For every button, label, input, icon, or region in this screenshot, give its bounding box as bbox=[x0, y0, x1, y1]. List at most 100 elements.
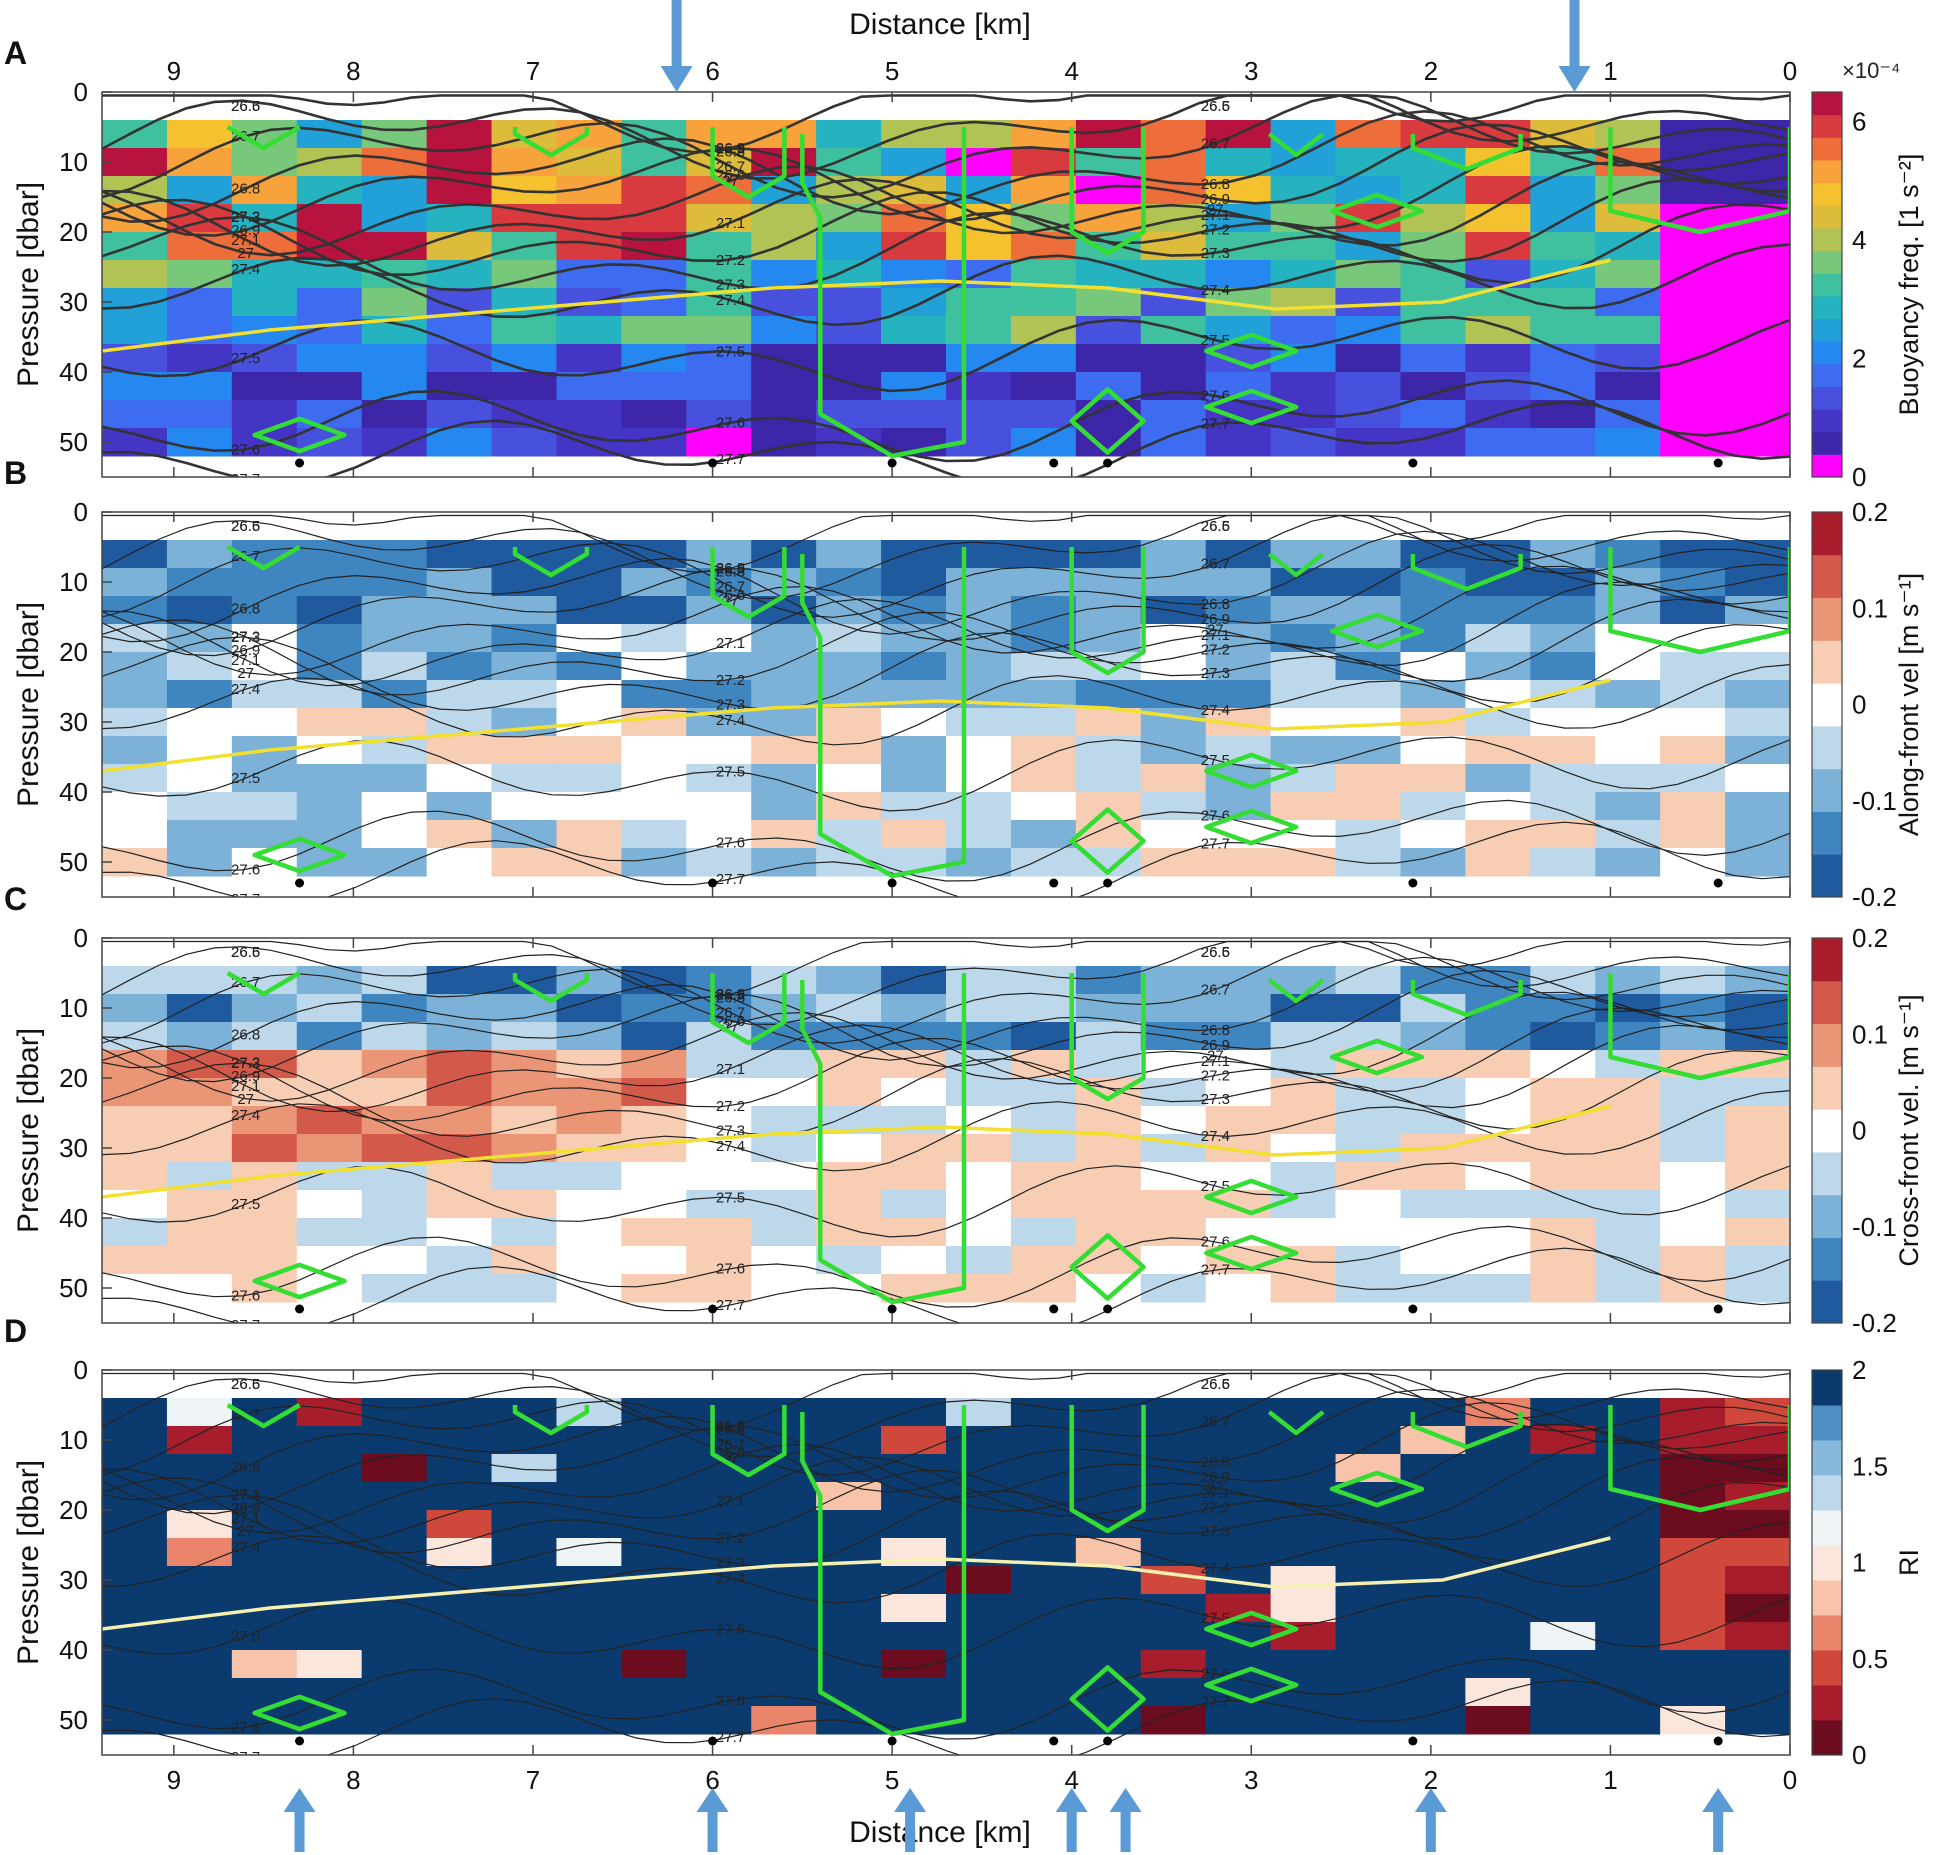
heatmap-cell bbox=[1205, 652, 1272, 681]
heatmap-cell bbox=[946, 1078, 1012, 1107]
contour-label: 27.1 bbox=[716, 215, 745, 232]
contour-label: 27.4 bbox=[231, 1539, 260, 1556]
heatmap-cell bbox=[1465, 148, 1531, 177]
heatmap-cell bbox=[1595, 736, 1661, 765]
panel-letter: A bbox=[4, 35, 27, 71]
green-outline bbox=[1069, 387, 1146, 455]
heatmap-cell bbox=[1270, 1218, 1337, 1247]
heatmap-cell bbox=[1595, 848, 1661, 877]
heatmap-cell bbox=[1140, 1706, 1207, 1735]
heatmap-cell bbox=[1530, 288, 1596, 317]
heatmap-cell bbox=[881, 1050, 947, 1079]
heatmap-cell bbox=[1400, 1426, 1466, 1455]
heatmap-cell bbox=[751, 400, 817, 429]
heatmap-cell bbox=[1725, 1510, 1790, 1539]
isopycnal-line bbox=[102, 400, 1790, 477]
heatmap-cell bbox=[1010, 1398, 1077, 1427]
heatmap-cell bbox=[296, 1190, 363, 1219]
heatmap-cell bbox=[751, 1246, 817, 1275]
heatmap-cell bbox=[166, 1426, 233, 1455]
colorbar-frame bbox=[1811, 91, 1843, 478]
heatmap-cell bbox=[1595, 540, 1661, 569]
bottom-station-arrow bbox=[1109, 1788, 1142, 1852]
green-outline bbox=[1069, 1405, 1146, 1534]
heatmap-cell bbox=[751, 820, 817, 849]
heatmap-cell bbox=[1140, 428, 1207, 457]
green-outline bbox=[512, 127, 590, 158]
heatmap-cell bbox=[1660, 994, 1726, 1023]
heatmap-cell bbox=[491, 428, 557, 457]
x-tick-label: 2 bbox=[1424, 56, 1438, 86]
heatmap-cell bbox=[751, 1566, 817, 1595]
heatmap-cell bbox=[1465, 232, 1531, 261]
heatmap-cell bbox=[816, 568, 882, 597]
heatmap-cell bbox=[166, 1218, 233, 1247]
heatmap-cell bbox=[816, 1622, 882, 1651]
heatmap-cell bbox=[1335, 820, 1401, 849]
isopycnal-line bbox=[102, 1247, 1790, 1323]
y-tick-label: 40 bbox=[59, 777, 88, 807]
heatmap-cell bbox=[1010, 428, 1077, 457]
heatmap-cell bbox=[1010, 1190, 1077, 1219]
heatmap-cell bbox=[621, 736, 687, 765]
heatmap-cell bbox=[881, 288, 947, 317]
heatmap-cell bbox=[1465, 1426, 1531, 1455]
station-dot bbox=[295, 458, 305, 468]
heatmap-cell bbox=[491, 1650, 557, 1679]
heatmap-cell bbox=[556, 994, 622, 1023]
heatmap-cell bbox=[231, 1190, 298, 1219]
heatmap-cell bbox=[491, 1706, 557, 1735]
heatmap-cell bbox=[1660, 1162, 1726, 1191]
top-station-arrow bbox=[1558, 0, 1591, 92]
heatmap-cell bbox=[816, 120, 882, 149]
colorbar-swatch bbox=[1812, 227, 1842, 252]
heatmap-cell bbox=[1205, 1510, 1272, 1539]
contour-label: 27.6 bbox=[231, 1719, 260, 1736]
heatmap-cell bbox=[1075, 1246, 1142, 1275]
isopycnal-line bbox=[102, 940, 1790, 999]
heatmap-cell bbox=[296, 1050, 363, 1079]
y-tick-label: 30 bbox=[59, 1565, 88, 1595]
heatmap-cell bbox=[1725, 820, 1790, 849]
colorbar-tick-label: 0 bbox=[1852, 462, 1866, 492]
heatmap-cell bbox=[1660, 1510, 1726, 1539]
heatmap-cell bbox=[296, 1482, 363, 1511]
heatmap-cell bbox=[816, 148, 882, 177]
heatmap-cell bbox=[751, 1078, 817, 1107]
heatmap-cell bbox=[881, 176, 947, 205]
heatmap-cell bbox=[1595, 1078, 1661, 1107]
heatmap-cell bbox=[816, 288, 882, 317]
heatmap-cell bbox=[1595, 1454, 1661, 1483]
heatmap-cells-C: 26.526.526.526.626.626.626.726.726.726.8… bbox=[102, 938, 1790, 1323]
heatmap-cell bbox=[751, 372, 817, 401]
heatmap-cell bbox=[686, 966, 752, 995]
heatmap-cell bbox=[1010, 1454, 1077, 1483]
x-tick-label: 9 bbox=[167, 1765, 181, 1795]
heatmap-cell bbox=[426, 1426, 493, 1455]
x-tick-label: 6 bbox=[705, 1765, 719, 1795]
colorbar-swatch bbox=[1812, 1237, 1842, 1281]
heatmap-cell bbox=[1465, 1510, 1531, 1539]
heatmap-cell bbox=[1335, 1594, 1401, 1623]
heatmap-cell bbox=[1725, 1190, 1790, 1219]
contour-label: 27.4 bbox=[231, 681, 260, 698]
heatmap-cell bbox=[621, 1426, 687, 1455]
heatmap-cell bbox=[426, 1274, 493, 1303]
heatmap-cell bbox=[426, 344, 493, 373]
isopycnal-line bbox=[102, 821, 1790, 897]
x-tick-label: 5 bbox=[885, 1765, 899, 1795]
heatmap-cell bbox=[621, 1078, 687, 1107]
heatmap-cell bbox=[426, 540, 493, 569]
y-tick-label: 50 bbox=[59, 1705, 88, 1735]
heatmap-cell bbox=[686, 1538, 752, 1567]
heatmap-cell bbox=[426, 792, 493, 821]
heatmap-cell bbox=[556, 372, 622, 401]
heatmap-cell bbox=[1335, 848, 1401, 877]
heatmap-cell bbox=[1075, 966, 1142, 995]
heatmap-cell bbox=[361, 1566, 428, 1595]
contour-label: 27.6 bbox=[231, 861, 260, 878]
heatmap-cell bbox=[1660, 260, 1726, 289]
contour-label: 26.6 bbox=[1201, 98, 1230, 115]
heatmap-cell bbox=[426, 1706, 493, 1735]
contour-label: 27.1 bbox=[1201, 1053, 1230, 1070]
